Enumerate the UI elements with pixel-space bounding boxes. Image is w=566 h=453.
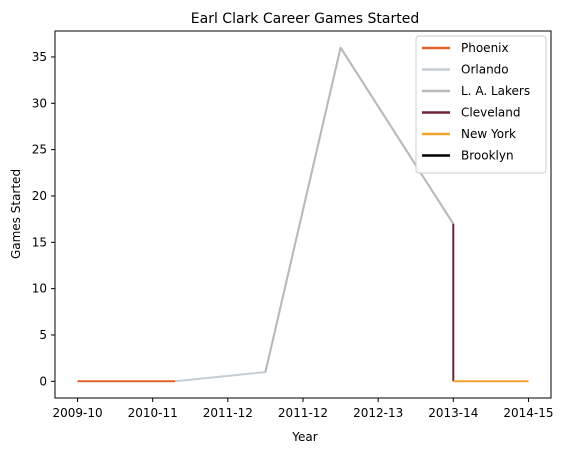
- x-tick-label: 2011-12: [278, 406, 328, 420]
- series-line-orlando: [175, 46, 455, 383]
- y-tick-label: 10: [32, 282, 47, 296]
- legend-label-l-a-lakers: L. A. Lakers: [461, 84, 530, 98]
- y-tick-label: 0: [39, 374, 47, 388]
- legend-label-brooklyn: Brooklyn: [461, 149, 514, 163]
- legend-label-orlando: Orlando: [461, 63, 509, 77]
- x-tick-label: 2013-14: [428, 406, 478, 420]
- y-tick-label: 20: [32, 189, 47, 203]
- y-tick-label: 30: [32, 96, 47, 110]
- x-tick-label: 2012-13: [353, 406, 403, 420]
- legend: Phoenix Orlando L. A. Lakers Cleveland New Y…: [415, 35, 547, 174]
- y-tick-label: 25: [32, 143, 47, 157]
- chart-title: Earl Clark Career Games Started: [191, 11, 419, 27]
- y-tick-label: 35: [32, 50, 47, 64]
- legend-label-phoenix: Phoenix: [461, 41, 509, 55]
- x-tick-label: 2009-10: [52, 406, 102, 420]
- x-tick-label: 2010-11: [128, 406, 178, 420]
- x-tick-label: 2014-15: [503, 406, 553, 420]
- series-lines: [77, 46, 529, 383]
- x-axis-label: Year: [291, 430, 317, 444]
- y-tick-label: 15: [32, 235, 47, 249]
- y-axis: 0 5 10 15 20 25 30 35: [32, 50, 55, 388]
- x-tick-label: 2011-12: [203, 406, 253, 420]
- x-axis: 2009-10 2010-11 2011-12 2011-12 2012-13 2013-…: [52, 398, 554, 420]
- y-axis-label: Games Started: [9, 169, 23, 259]
- legend-label-new-york: New York: [461, 127, 516, 141]
- y-tick-label: 5: [39, 328, 47, 342]
- legend-label-cleveland: Cleveland: [461, 106, 521, 120]
